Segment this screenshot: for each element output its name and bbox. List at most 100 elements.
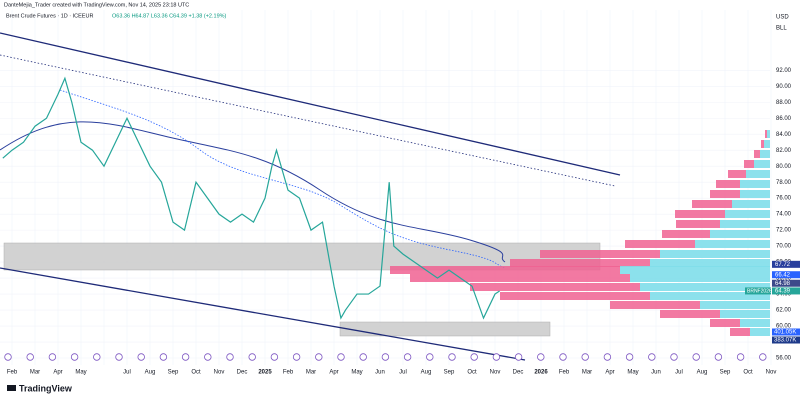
profile-bar (728, 170, 746, 178)
y-tick-label: 84.00 (776, 132, 792, 138)
event-icon (448, 353, 456, 361)
x-tick-label: Oct (467, 370, 477, 376)
event-icon (26, 353, 34, 361)
profile-bar (410, 274, 630, 282)
profile-bar (610, 301, 700, 309)
x-tick-label: Feb (283, 370, 294, 376)
x-tick-label: Jul (399, 370, 407, 376)
event-icon (603, 353, 612, 361)
profile-bar (740, 190, 770, 198)
x-tick-label: Mar (30, 370, 40, 376)
zone (3, 242, 601, 271)
x-tick-label: Sep (720, 370, 731, 376)
profile-bar (746, 170, 770, 178)
profile-bar (660, 250, 770, 258)
y-tick-label: 56.00 (776, 356, 792, 362)
price-tag-label: 66.42 (775, 272, 791, 278)
profile-bar (750, 328, 770, 336)
event-icon (714, 353, 723, 361)
event-icon (625, 353, 634, 361)
profile-bar (662, 230, 710, 238)
x-tick-label: Aug (145, 370, 156, 376)
profile-bar (660, 310, 720, 318)
watermark: DanteMejia_Trader created with TradingVi… (4, 2, 189, 8)
event-icon (4, 353, 12, 361)
currency: USD (776, 15, 789, 21)
profile-bar (754, 150, 760, 158)
y-tick-label: 72.00 (776, 228, 792, 234)
profile-bar (390, 266, 620, 274)
event-icon (337, 353, 345, 361)
profile-bar (500, 292, 650, 300)
price-line (2, 76, 500, 320)
event-icon (648, 353, 656, 361)
profile-bar (700, 301, 770, 309)
event-icon (315, 353, 323, 361)
event-icon (736, 353, 745, 361)
profile-bar (710, 319, 740, 327)
profile-bar (650, 259, 770, 267)
event-icon (292, 353, 301, 361)
x-tick-label: May (75, 370, 86, 376)
event-icon (359, 353, 367, 361)
profile-bar (640, 283, 770, 291)
logo: TradingView (19, 383, 73, 393)
event-icon (137, 353, 145, 361)
y-tick-label: 64.00 (776, 292, 792, 298)
profile-bar (740, 180, 770, 188)
y-tick-label: 80.00 (776, 164, 792, 170)
event-icon (270, 353, 279, 361)
x-tick-label: Apr (53, 370, 62, 376)
y-tick-label: 78.00 (776, 180, 792, 186)
symbol-title: Brent Crude Futures · 1D · ICEEUR (6, 13, 93, 19)
profile-bar (725, 210, 770, 218)
x-tick-label: Sep (168, 370, 179, 376)
x-tick-label: Aug (697, 370, 708, 376)
profile-bar (710, 190, 740, 198)
event-icon (115, 353, 123, 361)
x-tick-label: Dec (237, 370, 248, 376)
x-tick-label: Apr (329, 370, 338, 376)
profile-bar (470, 283, 640, 291)
profile-bar (710, 230, 770, 238)
event-icon (692, 353, 700, 361)
event-icon (403, 353, 412, 361)
event-icon (70, 353, 79, 361)
profile-bar (716, 180, 740, 188)
profile-bar (720, 220, 770, 228)
x-tick-label: Feb (7, 370, 18, 376)
x-tick-label: Nov (766, 370, 777, 376)
x-tick-label: Mar (306, 370, 316, 376)
profile-bar (720, 310, 770, 318)
y-tick-label: 90.00 (776, 84, 792, 90)
x-tick-label: Oct (191, 370, 201, 376)
profile-bar (761, 140, 764, 148)
profile-bar (625, 240, 695, 248)
event-icon (381, 353, 390, 361)
unit: BLL (776, 26, 787, 32)
y-tick-label: 88.00 (776, 100, 792, 106)
x-tick-label: Jul (675, 370, 683, 376)
event-icon (581, 353, 589, 361)
profile-bar (540, 250, 660, 258)
event-icon (537, 353, 545, 361)
price-tag-label: 64.39 (775, 289, 791, 295)
profile-bar (630, 274, 770, 282)
event-icon (204, 353, 212, 361)
x-tick-label: Jun (651, 370, 661, 376)
profile-bar (620, 266, 770, 274)
trend-line (0, 267, 526, 361)
x-tick-label: Oct (743, 370, 753, 376)
x-tick-label: Nov (214, 370, 225, 376)
x-tick-label: 2026 (534, 370, 548, 376)
event-icon (426, 353, 434, 361)
logo-icon (7, 385, 16, 391)
event-icon (759, 353, 767, 361)
x-tick-label: Jul (123, 370, 131, 376)
y-tick-label: 82.00 (776, 148, 792, 154)
volume-tag-label: 401.05K (774, 330, 796, 336)
symbol-tag (745, 287, 771, 295)
event-icon (248, 353, 256, 361)
profile-bar (650, 292, 770, 300)
